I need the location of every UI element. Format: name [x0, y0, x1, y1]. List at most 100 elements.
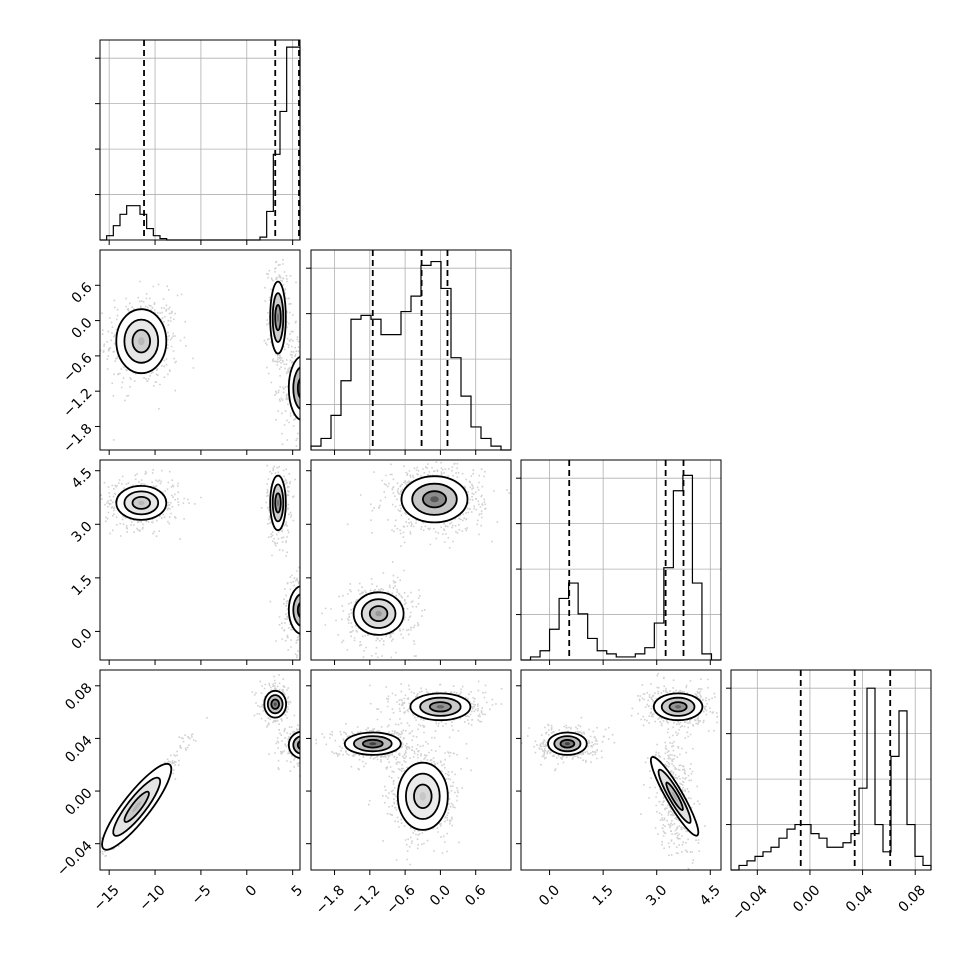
histogram-panel-2 — [306, 249, 512, 451]
y-tick-label-p2-1: −1.2 — [60, 386, 95, 421]
density-contour-level-3 — [296, 740, 300, 750]
y-tick-label-p2-2: −0.6 — [60, 350, 95, 385]
density-mode — [400, 475, 469, 524]
x-tick-label-p3-3: 4.5 — [697, 882, 724, 909]
panel-body — [100, 464, 305, 659]
histogram-steps — [310, 260, 511, 451]
density-contour-level-4 — [301, 743, 305, 746]
panel-body — [100, 259, 305, 447]
density-contour-level-4 — [675, 705, 682, 709]
panel-body — [321, 461, 511, 660]
y-tick-label-p4-3: 0.08 — [62, 680, 95, 713]
scatter-points — [100, 259, 300, 447]
x-tick-label-p3-1: 1.5 — [590, 882, 617, 909]
histogram-panel-4 — [726, 669, 932, 871]
histogram-panel-1 — [95, 39, 301, 241]
density-contour-level-4 — [375, 610, 382, 617]
density-contour-level-4 — [138, 337, 145, 346]
density-contour-level-4 — [419, 792, 426, 801]
density-mode — [649, 756, 700, 837]
y-tick-label-p3-1: 1.5 — [69, 572, 96, 599]
scatter-points — [100, 464, 300, 659]
panel-body — [100, 674, 305, 857]
x-tick-label-p2-2: −0.6 — [383, 882, 418, 917]
density-contour-level-4 — [277, 499, 279, 507]
y-tick-label-p3-0: 0.0 — [69, 626, 96, 653]
y-tick-label-p4-2: 0.04 — [62, 733, 95, 766]
histogram-steps — [731, 687, 932, 871]
x-tick-label-p3-0: 0.0 — [536, 882, 563, 909]
panel-body — [521, 672, 719, 870]
density-mode — [343, 731, 402, 756]
x-tick-label-p1-2: −5 — [189, 882, 215, 908]
density-mode — [396, 761, 449, 831]
density-contour-level-2 — [292, 593, 300, 627]
density-contour-level-4 — [301, 384, 305, 392]
y-tick-label-p2-4: 0.6 — [69, 280, 96, 307]
density-mode — [547, 731, 588, 756]
density-contour-level-4 — [369, 742, 377, 746]
x-tick-label-p4-2: 0.04 — [843, 882, 876, 915]
density-contour-level-3 — [296, 377, 300, 400]
x-tick-label-p2-0: −1.8 — [313, 882, 348, 917]
x-tick-label-p1-1: −10 — [136, 882, 168, 914]
histogram-frame — [520, 459, 722, 661]
y-tick-label-p2-3: 0.0 — [69, 315, 96, 342]
x-tick-label-p3-2: 3.0 — [643, 882, 670, 909]
x-tick-label-p1-4: 5 — [289, 882, 307, 900]
panel-body — [315, 680, 503, 866]
density-contour-level-4 — [273, 702, 277, 706]
scatter-frame — [520, 669, 722, 871]
x-tick-label-p2-3: 0.0 — [427, 882, 454, 909]
density-mode — [287, 355, 305, 421]
density-mode — [287, 585, 305, 635]
density-mode — [409, 692, 472, 722]
x-tick-label-p1-3: 0 — [243, 882, 261, 900]
scatter-panel-r4c2 — [310, 669, 512, 871]
scatter-frame — [99, 669, 301, 871]
scatter-panel-r4c1 — [99, 669, 305, 871]
x-tick-label-p4-0: −0.04 — [729, 882, 771, 924]
y-tick-label-p2-0: −1.8 — [60, 421, 95, 456]
density-mode — [652, 692, 704, 722]
scatter-panel-r3c1 — [99, 459, 305, 661]
scatter-frame — [310, 669, 512, 871]
scatter-panel-r3c2 — [310, 459, 512, 661]
density-contour-level-4 — [301, 607, 305, 613]
y-tick-label-p3-3: 4.5 — [69, 465, 96, 492]
density-mode — [352, 591, 405, 636]
density-contour-level-4 — [132, 801, 142, 813]
y-tick-label-p4-0: −0.04 — [54, 838, 96, 880]
density-mode — [263, 689, 288, 719]
density-mode — [115, 308, 168, 375]
histogram-frame — [99, 39, 301, 241]
scatter-panel-r4c3 — [520, 669, 722, 871]
density-contour-level-4 — [430, 496, 439, 503]
histogram-steps — [521, 474, 721, 661]
histogram-panel-3 — [516, 459, 722, 661]
density-mode — [287, 730, 305, 760]
density-contour-level-4 — [277, 312, 279, 323]
density-mode — [101, 762, 173, 851]
histogram-frame — [310, 249, 512, 451]
density-contour-level-4 — [671, 791, 678, 802]
histogram-frame — [730, 669, 932, 871]
density-contour-level-4 — [138, 500, 145, 506]
density-contour-level-4 — [436, 705, 445, 709]
scatter-points — [521, 672, 719, 870]
histogram-steps — [100, 46, 301, 241]
x-tick-label-p1-0: −15 — [91, 882, 123, 914]
scatter-frame — [310, 459, 512, 661]
y-tick-label-p4-1: 0.00 — [62, 785, 95, 818]
scatter-frame — [99, 459, 301, 661]
x-tick-label-p2-1: −1.2 — [348, 882, 383, 917]
scatter-panel-r2c1 — [99, 249, 305, 451]
density-mode — [115, 484, 168, 521]
x-tick-label-p4-3: 0.08 — [895, 882, 928, 915]
density-contour-level-2 — [292, 735, 300, 755]
density-mode — [269, 474, 287, 532]
scatter-frame — [99, 249, 301, 451]
x-tick-label-p2-4: 0.6 — [462, 882, 489, 909]
density-contour-level-2 — [292, 366, 300, 410]
